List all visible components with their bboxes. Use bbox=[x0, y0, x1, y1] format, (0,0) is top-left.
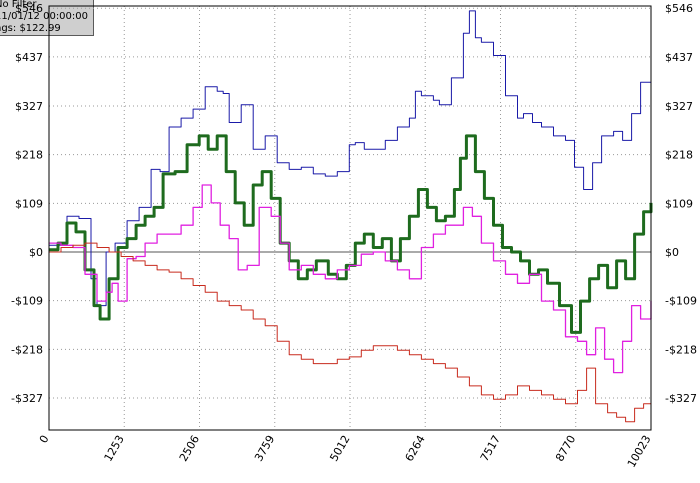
y-tick-label-right: $437 bbox=[665, 51, 693, 64]
x-tick-label: 6264 bbox=[403, 433, 428, 464]
series-line-1 bbox=[49, 134, 653, 334]
x-tick-label: 10023 bbox=[625, 433, 654, 470]
y-tick-label-right: $218 bbox=[665, 149, 693, 162]
series-line-0 bbox=[49, 10, 652, 307]
series-layer bbox=[49, 10, 653, 423]
y-tick-label-left: $327 bbox=[15, 100, 43, 113]
x-tick-label: 3759 bbox=[252, 433, 277, 464]
y-tick-label-left: $218 bbox=[15, 149, 43, 162]
y-tick-label-right: $546 bbox=[665, 2, 693, 15]
x-tick-label: 2506 bbox=[177, 433, 202, 464]
y-tick-label-left: $109 bbox=[15, 197, 43, 210]
y-tick-label-right: $0 bbox=[665, 246, 679, 259]
y-axis-right: $546 $437 $327 $218 $109 $0 -$109 -$218 -$327 bbox=[665, 2, 697, 405]
y-tick-label-right: $109 bbox=[665, 197, 693, 210]
x-tick-label: 5012 bbox=[327, 433, 352, 464]
y-tick-label-left: $0 bbox=[29, 246, 43, 259]
earnings-label: ngs: $122.99 bbox=[0, 23, 61, 34]
x-tick-label: 0 bbox=[37, 433, 52, 446]
y-tick-label-left: -$109 bbox=[11, 295, 43, 308]
y-tick-label-left: -$218 bbox=[11, 343, 43, 356]
series-line-3 bbox=[49, 242, 652, 423]
y-tick-label-right: -$218 bbox=[665, 343, 697, 356]
plot-frame bbox=[48, 5, 652, 431]
x-tick-label: 7517 bbox=[478, 433, 503, 464]
y-tick-label-right: -$109 bbox=[665, 295, 697, 308]
x-tick-label: 1253 bbox=[102, 433, 127, 464]
x-tick-label: 8770 bbox=[553, 433, 578, 464]
grid bbox=[48, 6, 652, 430]
y-axis-left: $546 $437 $327 $218 $109 $0 -$109 -$218 -$327 bbox=[11, 2, 43, 405]
x-axis: 0 1253 2506 3759 5012 6264 7517 8770 10023 bbox=[37, 433, 654, 470]
y-tick-label-left: -$327 bbox=[11, 392, 43, 405]
y-tick-label-left: $437 bbox=[15, 51, 43, 64]
date-label: 11/01/12 00:00:00 bbox=[0, 11, 89, 22]
y-tick-label-left: $546 bbox=[15, 2, 43, 15]
y-tick-label-right: -$327 bbox=[665, 392, 697, 405]
y-tick-label-right: $327 bbox=[665, 100, 693, 113]
filter-label: No Filter bbox=[0, 0, 37, 10]
series-line-2 bbox=[49, 184, 652, 374]
